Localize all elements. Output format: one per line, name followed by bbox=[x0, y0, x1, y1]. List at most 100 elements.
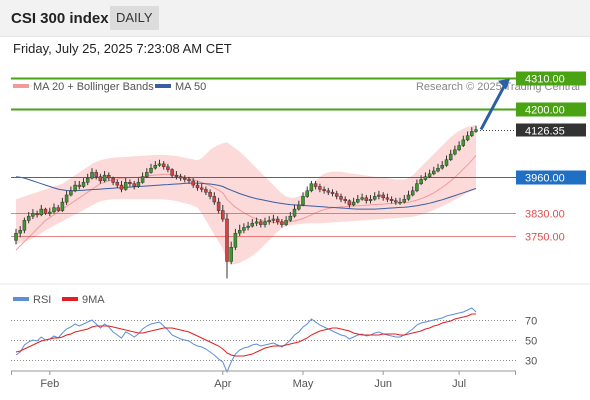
level-box-4200.00 bbox=[516, 102, 586, 117]
x-tick-label-feb: Feb bbox=[40, 378, 59, 390]
rsi-ma-legend-label: 9MA bbox=[82, 294, 105, 306]
candle-body bbox=[216, 201, 221, 211]
candle-body bbox=[347, 200, 352, 206]
candle-body bbox=[90, 172, 94, 179]
candle-body bbox=[174, 174, 179, 177]
rsi-tick-label-50: 50 bbox=[525, 336, 537, 348]
timeframe-badge[interactable]: DAILY bbox=[110, 6, 159, 30]
candle-body bbox=[398, 201, 402, 204]
candle-body bbox=[419, 179, 423, 184]
candle-body bbox=[149, 167, 153, 173]
candle-body bbox=[81, 182, 86, 187]
candle-body bbox=[52, 207, 56, 213]
candle-body bbox=[402, 199, 407, 203]
last-price-tag: 4126.35 bbox=[516, 123, 586, 138]
candle-body bbox=[128, 182, 132, 184]
candle-body bbox=[309, 183, 314, 192]
candle-body bbox=[153, 165, 158, 169]
candle-body bbox=[372, 196, 377, 200]
candle-body bbox=[69, 190, 73, 196]
candle-body bbox=[102, 174, 107, 182]
candle-body bbox=[381, 194, 385, 199]
candle-body bbox=[284, 220, 288, 225]
candle-body bbox=[326, 190, 331, 193]
candle-body bbox=[360, 197, 364, 200]
candle-body bbox=[237, 230, 242, 234]
candle-body bbox=[233, 232, 238, 248]
datetime-label: Friday, July 25, 2025 7:23:08 AM CET bbox=[13, 41, 232, 56]
candle-body bbox=[461, 139, 466, 146]
candle-body bbox=[98, 176, 103, 182]
level-label-3960.00: 3960.00 bbox=[525, 173, 565, 185]
candle-body bbox=[225, 218, 229, 262]
candle-body bbox=[292, 208, 297, 217]
candle-body bbox=[14, 232, 18, 241]
candle-body bbox=[18, 230, 22, 234]
candle-body bbox=[368, 199, 373, 201]
candle-body bbox=[191, 180, 195, 186]
forecast-arrow-shaft bbox=[479, 82, 508, 131]
x-tick-label-jun: Jun bbox=[374, 378, 392, 390]
level-label-3750.00: 3750.00 bbox=[525, 232, 565, 244]
candle-body bbox=[161, 163, 166, 167]
candle-body bbox=[389, 199, 394, 201]
x-tick-label-apr: Apr bbox=[214, 378, 231, 390]
candle-body bbox=[275, 218, 280, 223]
ma20-legend-swatch bbox=[13, 84, 29, 88]
candle-body bbox=[254, 221, 259, 224]
candle-body bbox=[301, 196, 305, 206]
candle-body bbox=[35, 213, 39, 216]
candle-body bbox=[436, 167, 440, 172]
candle-body bbox=[313, 183, 318, 187]
ma20-legend-label: MA 20 + Bollinger Bands bbox=[33, 81, 154, 93]
candle-body bbox=[183, 177, 187, 180]
candle-body bbox=[318, 186, 322, 190]
candle-body bbox=[64, 194, 69, 203]
candle-body bbox=[111, 177, 115, 183]
candle-body bbox=[39, 208, 44, 216]
candle-body bbox=[406, 194, 411, 200]
candle-body bbox=[288, 215, 293, 221]
rsi-legend: RSI 9MA bbox=[13, 294, 105, 306]
candle-body bbox=[123, 182, 128, 190]
ma50-legend-label: MA 50 bbox=[175, 81, 206, 93]
rsi-legend-swatch bbox=[13, 297, 29, 301]
candles bbox=[14, 125, 478, 279]
rsi-line bbox=[15, 307, 477, 374]
candle-body bbox=[195, 184, 200, 189]
candle-body bbox=[22, 220, 27, 231]
candle-body bbox=[187, 179, 191, 182]
candle-body bbox=[334, 193, 339, 197]
level-label-4200.00: 4200.00 bbox=[525, 105, 565, 117]
rsi-panel: 70 50 30 bbox=[11, 307, 537, 374]
forecast-arrow-head bbox=[498, 78, 510, 90]
candle-body bbox=[140, 176, 145, 183]
rsi-tick-label-30: 30 bbox=[525, 356, 537, 368]
candle-body bbox=[199, 187, 204, 190]
candle-body bbox=[250, 223, 255, 227]
candle-body bbox=[73, 184, 77, 192]
top-bar: CSI 300 index DAILY bbox=[0, 0, 590, 37]
instrument-title: CSI 300 index bbox=[11, 10, 109, 27]
ma50-legend-swatch bbox=[155, 84, 171, 88]
rsi-ma-line bbox=[15, 313, 476, 357]
candle-body bbox=[377, 194, 381, 197]
candle-body bbox=[351, 201, 356, 206]
ma50-line bbox=[15, 176, 477, 210]
candle-body bbox=[221, 210, 225, 220]
price-legend: MA 20 + Bollinger Bands MA 50 Research ©… bbox=[13, 81, 580, 93]
candle-body bbox=[178, 176, 183, 179]
candle-body bbox=[453, 149, 457, 155]
rsi-ma-legend-swatch bbox=[62, 297, 78, 301]
candle-body bbox=[440, 165, 444, 169]
candle-body bbox=[322, 189, 326, 192]
candle-body bbox=[145, 172, 149, 177]
candle-body bbox=[246, 225, 250, 228]
candle-body bbox=[31, 213, 35, 217]
candle-body bbox=[427, 173, 432, 177]
candle-body bbox=[330, 191, 335, 194]
candle-body bbox=[204, 189, 208, 193]
candle-body bbox=[465, 135, 470, 141]
candle-body bbox=[280, 221, 284, 225]
